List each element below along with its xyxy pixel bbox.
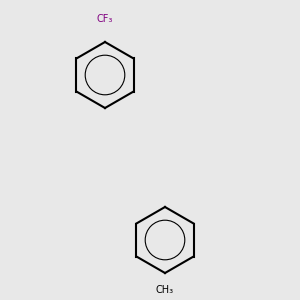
Text: CF₃: CF₃ bbox=[97, 14, 113, 24]
Text: CH₃: CH₃ bbox=[156, 285, 174, 295]
